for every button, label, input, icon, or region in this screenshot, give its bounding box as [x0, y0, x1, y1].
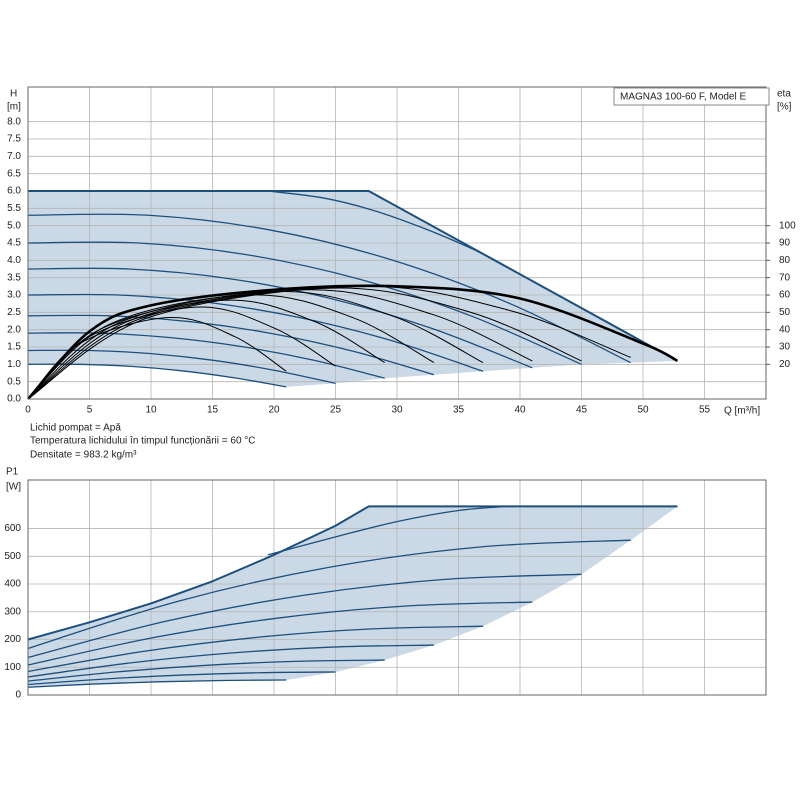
y2-tick-label: 80	[779, 255, 791, 266]
y-axis-label: H	[10, 89, 17, 100]
y-tick-label: 8.0	[7, 116, 21, 127]
y2-axis-label: eta	[777, 89, 791, 100]
x-axis-label: Q [m³/h]	[724, 406, 760, 417]
plot-border	[27, 86, 767, 400]
x-tick-label: 50	[637, 405, 649, 416]
x-tick-label: 55	[699, 405, 711, 416]
head-curve	[27, 363, 287, 388]
y-tick-label: 200	[4, 634, 21, 645]
y-tick-label: 4.0	[7, 255, 21, 266]
x-tick-label: 0	[25, 405, 31, 416]
y-tick-label: 300	[4, 606, 21, 617]
head-curve	[27, 573, 582, 659]
y2-tick-label: 90	[779, 238, 791, 249]
head-curve	[27, 332, 385, 379]
head-curve	[27, 241, 582, 365]
head-curve	[267, 505, 508, 556]
y-axis-unit: [W]	[6, 482, 21, 493]
model-box	[613, 87, 770, 106]
y-axis-unit: [m]	[7, 102, 21, 113]
x-tick-label: 40	[514, 405, 526, 416]
y-tick-label: 1.5	[7, 342, 21, 353]
plots: 0 5 10 15 20 25 30 35 40 45 50 55 0.0 0.5 1.0 1.5 2.0 2.5…	[4, 86, 796, 701]
y-tick-label: 4.5	[7, 238, 21, 249]
y-tick-label: 400	[4, 579, 21, 590]
y2-tick-label: 20	[779, 359, 791, 370]
efficiency-curve	[27, 287, 582, 400]
x-tick-label: 25	[330, 405, 342, 416]
head-curve	[27, 659, 385, 682]
head-curve	[27, 671, 336, 686]
y-tick-label: 600	[4, 523, 21, 534]
y2-tick-label: 50	[779, 307, 791, 318]
operating-area	[28, 506, 678, 688]
note: Lichid pompat = Apă	[30, 423, 121, 434]
head-curve	[27, 267, 533, 369]
note: Densitate = 983.2 kg/m³	[30, 450, 137, 461]
head-curve	[27, 539, 631, 650]
y-tick-label: 0	[15, 690, 21, 701]
head-curve	[27, 213, 631, 364]
y-tick-label: 7.5	[7, 134, 21, 145]
y-tick-label: 0.5	[7, 376, 21, 387]
y-tick-label: 5.0	[7, 220, 21, 231]
head-curve	[28, 190, 678, 362]
y2-tick-label: 60	[779, 290, 791, 301]
note: Temperatura lichidului în timpul funcțio…	[30, 436, 256, 447]
x-tick-label: 10	[145, 405, 157, 416]
y-tick-label: 7.0	[7, 151, 21, 162]
y-axis-label: P1	[6, 467, 19, 478]
head-curve	[27, 644, 434, 678]
y-tick-label: 5.5	[7, 203, 21, 214]
x-tick-label: 30	[391, 405, 403, 416]
x-tick-label: 15	[207, 405, 219, 416]
head-curve	[27, 314, 435, 376]
y-tick-label: 2.0	[7, 324, 21, 335]
y-tick-label: 6.5	[7, 168, 21, 179]
x-tick-label: 35	[453, 405, 465, 416]
plot-border	[27, 479, 767, 696]
y2-tick-label: 30	[779, 342, 791, 353]
head-curve	[27, 293, 484, 372]
y-tick-label: 0.0	[7, 394, 21, 405]
x-tick-label: 45	[576, 405, 588, 416]
y-tick-label: 1.0	[7, 359, 21, 370]
y-tick-label: 3.5	[7, 272, 21, 283]
model-title: MAGNA3 100-60 F, Model E	[620, 92, 746, 103]
efficiency-curve	[27, 284, 679, 400]
y-tick-label: 500	[4, 551, 21, 562]
y-tick-label: 6.0	[7, 186, 21, 197]
head-curve	[27, 679, 287, 688]
y2-tick-label: 70	[779, 272, 791, 283]
y2-axis-unit: [%]	[777, 102, 792, 113]
x-tick-label: 20	[268, 405, 280, 416]
y2-tick-label: 40	[779, 324, 791, 335]
x-tick-label: 5	[87, 405, 93, 416]
operating-area	[28, 191, 678, 387]
y-tick-label: 3.0	[7, 290, 21, 301]
y-tick-label: 2.5	[7, 307, 21, 318]
y2-tick-label: 100	[779, 220, 796, 231]
y-tick-label: 100	[4, 662, 21, 673]
head-curve	[27, 505, 678, 641]
head-curve	[27, 625, 484, 673]
head-curve	[27, 601, 533, 666]
